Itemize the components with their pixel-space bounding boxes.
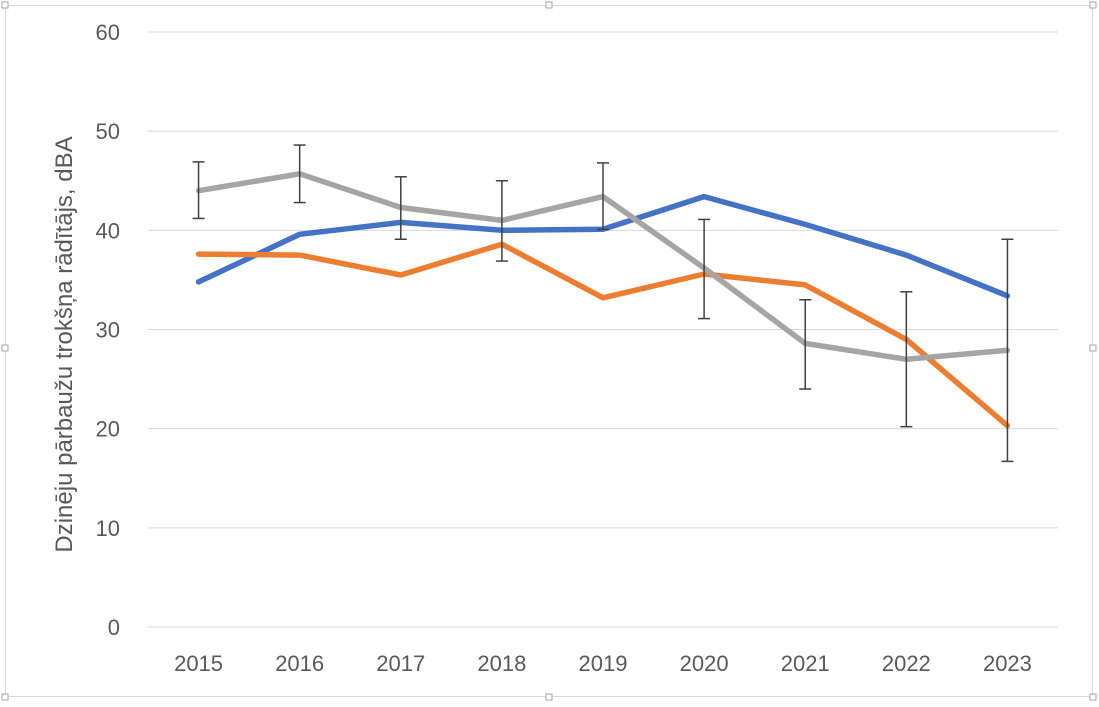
x-tick-label: 2021 bbox=[781, 651, 830, 676]
error-bar bbox=[698, 218, 711, 320]
x-tick-label: 2022 bbox=[882, 651, 931, 676]
y-tick-label: 10 bbox=[96, 516, 120, 541]
x-tick-label: 2023 bbox=[983, 651, 1032, 676]
x-tick-label: 2018 bbox=[477, 651, 526, 676]
series-line-2 bbox=[195, 241, 1011, 429]
x-tick-label: 2015 bbox=[174, 651, 223, 676]
x-tick-label: 2019 bbox=[579, 651, 628, 676]
resize-handle[interactable] bbox=[1, 1, 9, 9]
resize-handle[interactable] bbox=[545, 1, 553, 9]
resize-handle[interactable] bbox=[1089, 1, 1097, 9]
error-bar bbox=[394, 176, 407, 241]
resize-handle[interactable] bbox=[1, 693, 9, 701]
y-tick-label: 0 bbox=[108, 615, 120, 640]
x-tick-label: 2017 bbox=[376, 651, 425, 676]
y-tick-label: 20 bbox=[96, 417, 120, 442]
error-bars bbox=[192, 144, 1014, 463]
error-bar bbox=[799, 299, 812, 390]
resize-handle[interactable] bbox=[545, 693, 553, 701]
error-bar bbox=[192, 161, 205, 220]
y-tick-label: 40 bbox=[96, 218, 120, 243]
error-bar bbox=[597, 162, 609, 231]
gridlines bbox=[148, 31, 1058, 628]
y-tick-label: 50 bbox=[96, 119, 120, 144]
resize-handle[interactable] bbox=[1089, 344, 1097, 352]
error-bar bbox=[495, 180, 508, 262]
y-axis-tick-labels: 0 10 20 30 40 50 60 bbox=[96, 20, 120, 640]
y-tick-label: 30 bbox=[96, 318, 120, 343]
resize-handle[interactable] bbox=[1089, 693, 1097, 701]
x-tick-label: 2020 bbox=[680, 651, 729, 676]
y-axis-title: Dzinēju pārbaužu trokšņa rādītājs, dBA bbox=[51, 136, 78, 552]
chart-area bbox=[5, 5, 1093, 697]
error-bar bbox=[293, 144, 306, 204]
x-tick-label: 2016 bbox=[275, 651, 324, 676]
x-axis-tick-labels: 2015 2016 2017 2018 2019 2020 2021 2022 2023 bbox=[174, 651, 1032, 676]
y-tick-label: 60 bbox=[96, 20, 120, 45]
error-bar bbox=[1001, 238, 1014, 463]
error-bar bbox=[900, 291, 913, 428]
resize-handle[interactable] bbox=[1, 344, 9, 352]
